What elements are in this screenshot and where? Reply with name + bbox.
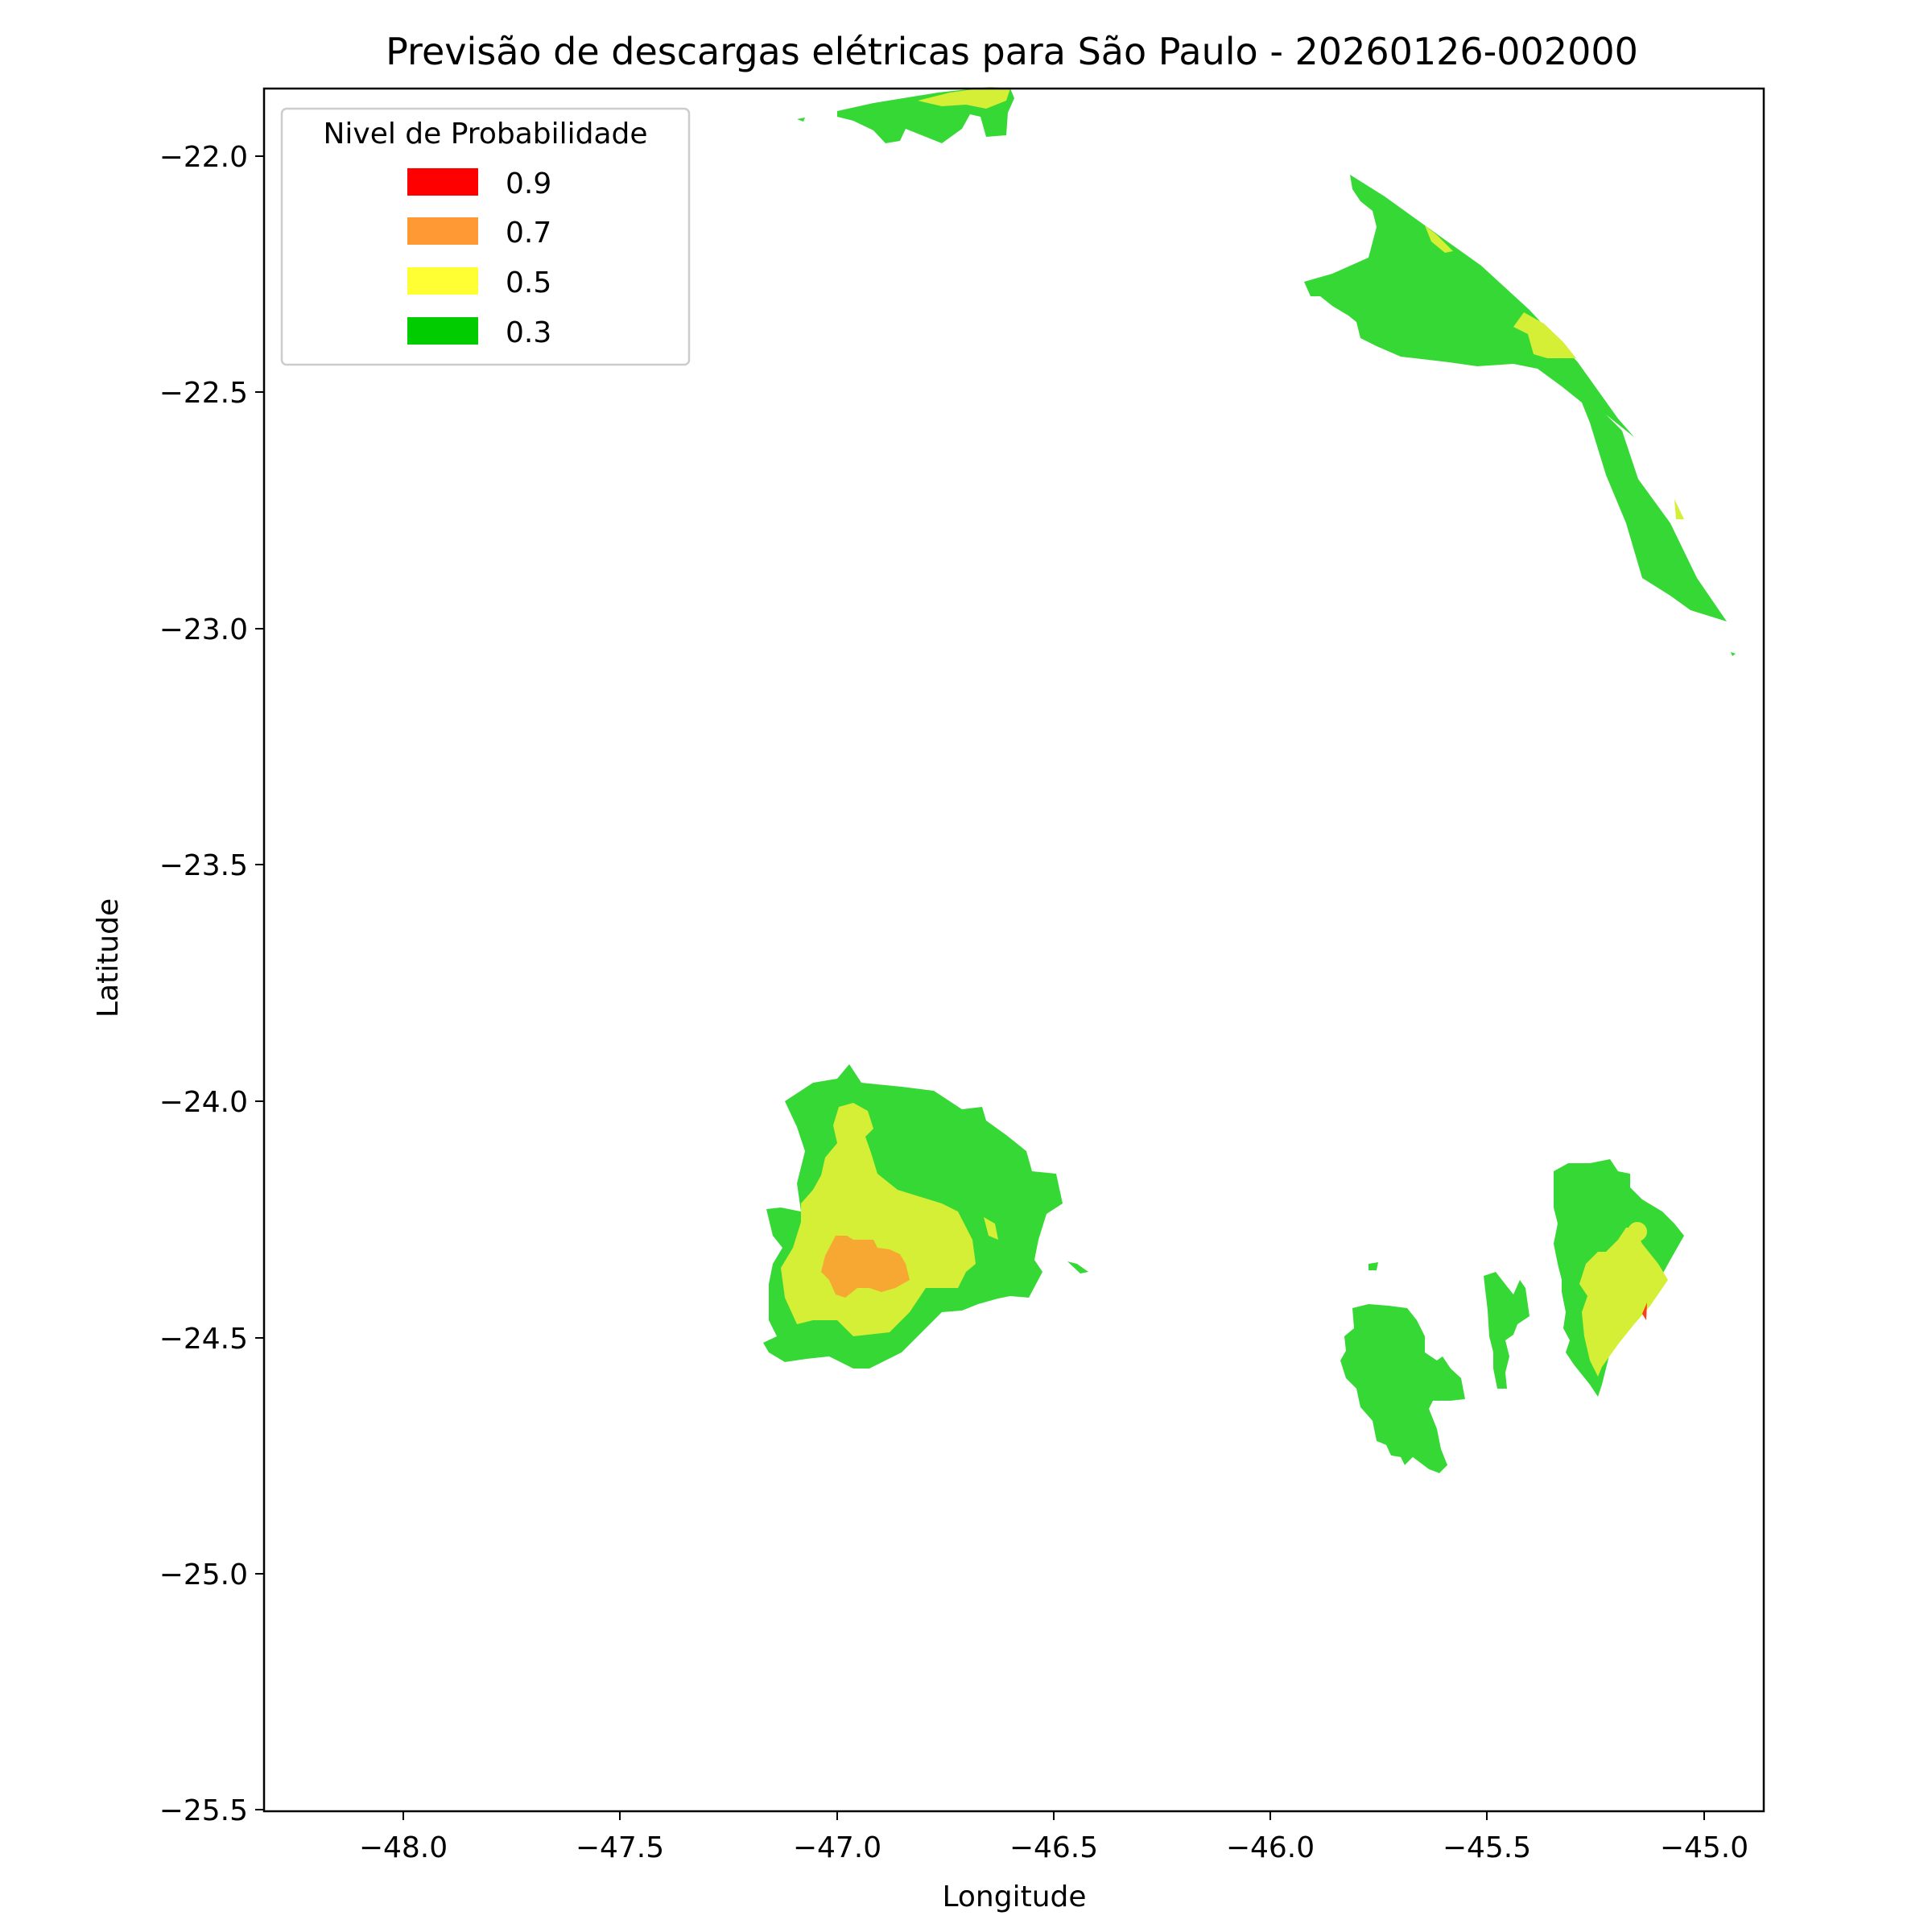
x-axis: −48.0 −47.5 −47.0 −46.5 −46.0 −45.5 −45.… [359,1811,1748,1913]
map-title: Previsão de descargas elétricas para São… [386,30,1638,73]
x-tick-label: −48.0 [359,1831,448,1864]
region-prob-0.3 [1731,652,1736,656]
y-tick-label: −23.0 [159,613,248,646]
legend-swatch-red [407,168,478,196]
y-axis: −22.0 −22.5 −23.0 −23.5 −24.0 −24.5 −25.… [92,141,264,1827]
legend-label: 0.9 [506,167,551,200]
region-prob-0.5 [1513,312,1576,358]
x-tick-label: −45.0 [1660,1831,1748,1864]
y-tick-label: −23.5 [159,849,248,882]
legend-swatch-yellow [407,267,478,295]
y-tick-label: −25.5 [159,1794,248,1827]
y-tick-label: −24.5 [159,1323,248,1356]
legend-swatch-green [407,317,478,345]
plot-frame [262,87,1765,1813]
region-prob-0.9 [1642,1302,1647,1320]
legend-box [280,107,691,366]
region-prob-0.3 [797,118,805,122]
legend-swatch-orange [407,217,478,245]
storm-cell-southwest [763,1064,1088,1368]
y-tick-label: −25.0 [159,1558,248,1591]
y-tick-label: −24.0 [159,1086,248,1119]
y-axis-label: Latitude [92,898,125,1018]
plot-area: −48.0 −47.5 −47.0 −46.5 −46.0 −45.5 −45.… [92,87,1765,1913]
storm-cell-south-east-streaks [1484,1159,1684,1397]
legend-label: 0.5 [506,266,551,299]
x-tick-label: −46.5 [1009,1831,1098,1864]
region-prob-0.5 [1674,499,1684,519]
region-prob-0.5 [1628,1222,1647,1241]
region-prob-0.5 [984,1217,998,1240]
region-prob-0.3 [1340,1304,1465,1473]
legend: Nivel de Probabilidade 0.9 0.7 0.5 0.3 [280,107,691,366]
region-prob-0.3 [1368,1262,1378,1270]
region-prob-0.7 [821,1236,910,1298]
storm-cell-south-central [1340,1262,1465,1473]
x-tick-label: −46.0 [1226,1831,1315,1864]
region-prob-0.3 [1421,1360,1441,1370]
region-prob-0.5 [1425,225,1453,253]
region-prob-0.5 [1579,1228,1668,1377]
storm-cell-northeast [1304,175,1736,656]
storm-cell-north [797,87,1014,143]
legend-title: Nivel de Probabilidade [323,118,647,151]
region-prob-0.3 [1304,175,1727,621]
region-prob-0.3 [1484,1272,1530,1389]
region-prob-0.3 [1067,1261,1088,1274]
y-tick-label: −22.5 [159,377,248,410]
region-prob-0.5 [918,87,1010,109]
x-tick-label: −47.5 [576,1831,664,1864]
legend-label: 0.7 [506,217,551,250]
y-tick-label: −22.0 [159,141,248,174]
legend-label: 0.3 [506,316,551,349]
x-tick-label: −47.0 [793,1831,881,1864]
x-tick-label: −45.5 [1443,1831,1531,1864]
x-axis-label: Longitude [942,1880,1086,1913]
